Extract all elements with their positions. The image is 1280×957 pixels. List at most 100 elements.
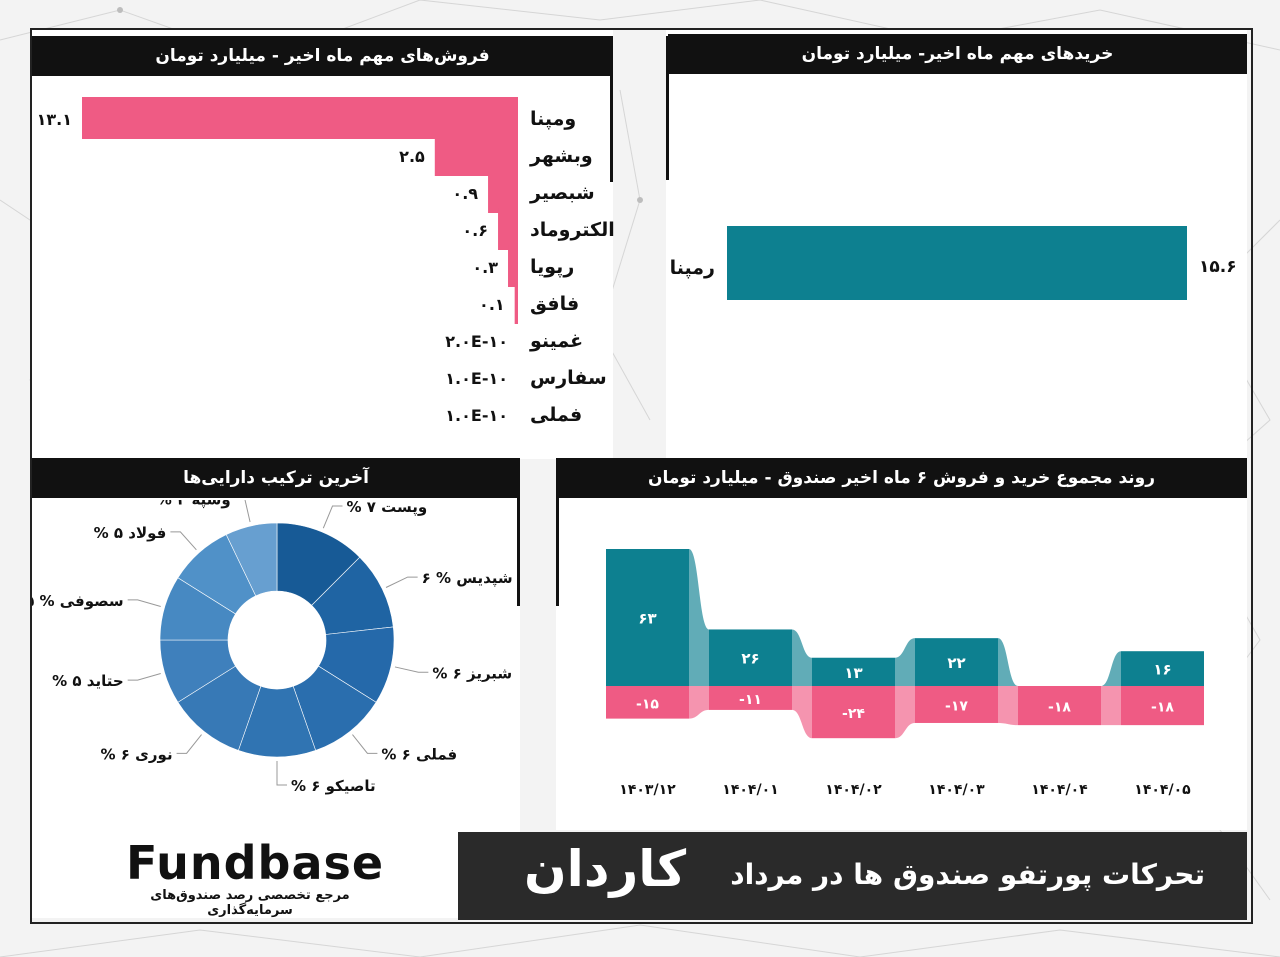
footer-banner: تحرکات پورتفو صندوق ها در مرداد کاردان bbox=[458, 832, 1247, 920]
sales-title: فروش‌های مهم ماه اخیر - میلیارد تومان bbox=[32, 36, 613, 76]
purchase-bar-category: رمپنا bbox=[670, 257, 715, 279]
donut-slice-label: % ۵ فولاد bbox=[94, 524, 167, 542]
donut-slice-label: % ۶ شبریز bbox=[432, 664, 512, 682]
sales-bar-value: ۱.۰E-۱۰ bbox=[445, 406, 508, 425]
sales-bar-category: شبصیر bbox=[529, 182, 595, 204]
sales-bar bbox=[498, 208, 518, 250]
sales-bar-value: ۲.۵ bbox=[399, 147, 425, 166]
composition-donut-chart: % ۷ وپست شپدیس % ۶ % ۶ شبریز % ۶ فملی % ۶ تا… bbox=[32, 500, 513, 795]
trend-sell-label: -۱۵ bbox=[636, 696, 659, 712]
trend-combined-chart: ۶۳ -۱۵ ۱۴۰۳/۱۲ ۲۶ -۱۱ ۱۴۰۴/۰۱ ۱۳ -۲۴ ۱۴۰۴/۰۲ ۲۲ -۱… bbox=[606, 549, 1204, 798]
donut-leader-line bbox=[244, 500, 251, 523]
trend-sell-bar bbox=[709, 686, 792, 710]
trend-sell-connector bbox=[1101, 686, 1121, 726]
sales-bar-category: وبشهر bbox=[529, 145, 593, 167]
sales-bar-chart: ومپنا ۱۳.۱ وبشهر ۲.۵ شبصیر ۰.۹ الکتروماد ۰.۶ رپو… bbox=[37, 97, 615, 426]
sales-bar-category: فافق bbox=[530, 293, 579, 315]
trend-buy-label: ۱۶ bbox=[1153, 661, 1171, 679]
trend-buy-bar bbox=[1121, 651, 1204, 686]
trend-buy-connector bbox=[1101, 651, 1121, 686]
trend-panel-border bbox=[556, 458, 559, 606]
trend-buy-bar bbox=[915, 638, 998, 686]
trend-sell-label: -۱۷ bbox=[945, 698, 968, 714]
trend-category-label: ۱۴۰۴/۰۲ bbox=[825, 782, 882, 798]
trend-sell-connector bbox=[895, 686, 915, 739]
sales-bar-category: ومپنا bbox=[530, 108, 576, 130]
trend-sell-label: -۱۱ bbox=[739, 692, 762, 708]
trend-category-label: ۱۴۰۴/۰۱ bbox=[722, 782, 778, 798]
trend-buy-connector bbox=[895, 638, 915, 686]
trend-buy-label: ۱۳ bbox=[844, 664, 862, 682]
donut-leader-line bbox=[176, 734, 202, 754]
sales-bar-category: سفارس bbox=[530, 367, 607, 389]
donut-leader-line bbox=[385, 576, 418, 588]
purchases-panel-border bbox=[666, 36, 669, 180]
donut-slice-label: شپدیس % ۶ bbox=[422, 569, 513, 588]
sales-bar-value: ۰.۹ bbox=[452, 184, 478, 203]
fundbase-logo: Fundbase bbox=[126, 836, 385, 890]
trend-buy-connector bbox=[792, 629, 812, 686]
trend-category-label: ۱۴۰۳/۱۲ bbox=[619, 782, 676, 798]
sales-bar-value: ۰.۶ bbox=[462, 221, 488, 240]
trend-buy-label: ۲۲ bbox=[947, 654, 965, 672]
trend-category-label: ۱۴۰۴/۰۵ bbox=[1134, 782, 1191, 798]
trend-sell-label: -۲۴ bbox=[842, 706, 865, 722]
sales-bar-value: ۰.۳ bbox=[472, 258, 498, 277]
donut-slice-label: % ۵ حتاید bbox=[52, 672, 124, 690]
trend-sell-connector bbox=[689, 686, 709, 719]
composition-panel-border bbox=[517, 458, 520, 606]
purchase-bar-value: ۱۵.۶ bbox=[1199, 257, 1237, 277]
sales-bar bbox=[508, 245, 518, 287]
trend-buy-bar bbox=[812, 657, 895, 686]
sales-bar-category: فملی bbox=[530, 404, 582, 426]
trend-sell-bar bbox=[812, 686, 895, 739]
sales-bar-category: رپویا bbox=[530, 256, 574, 278]
trend-title: روند مجموع خرید و فروش ۶ ماه اخیر صندوق … bbox=[556, 458, 1247, 498]
donut-slice-label: % ۷ وپست bbox=[346, 500, 427, 517]
purchases-title: خریدهای مهم ماه اخیر- میلیارد تومان bbox=[668, 34, 1247, 74]
sales-bar bbox=[82, 97, 518, 139]
trend-buy-bar bbox=[606, 549, 689, 686]
trend-buy-connector bbox=[689, 549, 709, 686]
donut-slice-label: % ۶ نوری bbox=[101, 745, 173, 763]
trend-buy-bar bbox=[709, 629, 792, 686]
donut-leader-line bbox=[127, 599, 161, 607]
donut-slice-label: سصوفی % ۵ bbox=[32, 592, 124, 610]
trend-sell-connector bbox=[792, 686, 812, 739]
purchases-bar-chart: رمپنا ۱۵.۶ bbox=[670, 226, 1237, 300]
sales-bar-category: غمینو bbox=[529, 330, 583, 352]
trend-sell-bar bbox=[1018, 686, 1101, 726]
fundbase-tagline: مرجع تخصصی رصد صندوق‌های سرمایه‌گذاری bbox=[150, 888, 350, 918]
donut-leader-line bbox=[276, 761, 287, 786]
trend-sell-label: -۱۸ bbox=[1151, 700, 1174, 716]
trend-category-label: ۱۴۰۴/۰۳ bbox=[928, 782, 985, 798]
outer-frame bbox=[30, 28, 1253, 924]
sales-bar-value: ۱۳.۱ bbox=[37, 110, 72, 129]
donut-slice bbox=[225, 522, 278, 597]
donut-leader-line bbox=[352, 734, 378, 754]
donut-leader-line bbox=[127, 673, 161, 681]
donut-leader-line bbox=[394, 666, 429, 673]
trend-sell-bar bbox=[606, 686, 689, 719]
composition-title: آخرین ترکیب دارایی‌ها bbox=[32, 458, 520, 498]
sales-bar-value: ۱.۰E-۱۰ bbox=[445, 369, 508, 388]
purchase-bar bbox=[727, 226, 1187, 300]
trend-sell-label: -۱۸ bbox=[1048, 700, 1071, 716]
trend-sell-bar bbox=[1121, 686, 1204, 726]
donut-slice-label: % ۶ تاصیکو bbox=[291, 777, 376, 795]
donut-slice-label: % ۴ وسپه bbox=[157, 500, 231, 510]
donut-leader-line bbox=[322, 505, 343, 529]
trend-buy-connector bbox=[998, 638, 1018, 686]
trend-sell-connector bbox=[998, 686, 1018, 726]
sales-bar-value: ۲.۰E-۱۰ bbox=[445, 332, 508, 351]
donut-slice-label: % ۶ فملی bbox=[381, 745, 457, 763]
fund-name: کاردان bbox=[524, 840, 687, 898]
footer-title: تحرکات پورتفو صندوق ها در مرداد bbox=[730, 858, 1205, 891]
trend-sell-bar bbox=[915, 686, 998, 723]
trend-category-label: ۱۴۰۴/۰۴ bbox=[1031, 782, 1088, 798]
sales-bar bbox=[514, 282, 518, 324]
sales-bar bbox=[488, 171, 518, 213]
trend-buy-label: ۲۶ bbox=[741, 650, 759, 668]
trend-buy-label: ۶۳ bbox=[638, 610, 656, 628]
sales-bar bbox=[434, 134, 518, 176]
